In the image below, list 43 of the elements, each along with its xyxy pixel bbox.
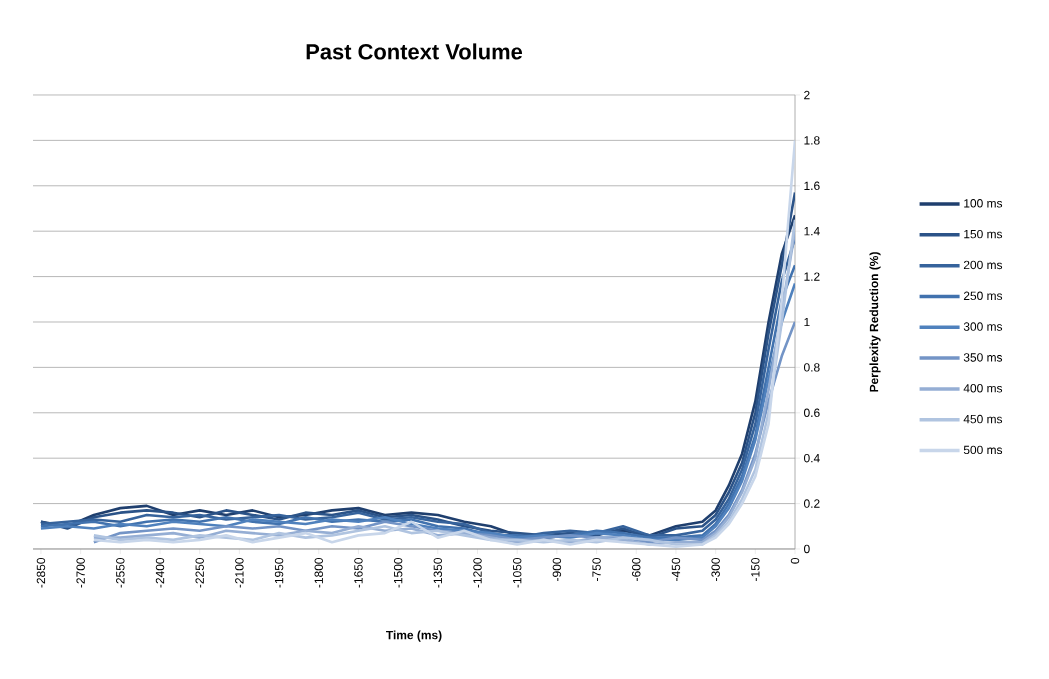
y-tick-label: 1.8 <box>804 136 820 145</box>
x-tick-label: -150 <box>751 557 760 581</box>
y-tick-label: 2 <box>804 90 810 100</box>
legend-label: 150 ms <box>964 229 1003 239</box>
x-tick-label: -750 <box>592 557 601 581</box>
legend-label: 200 ms <box>963 260 1003 270</box>
x-tick-label: -2400 <box>155 557 165 588</box>
x-tick-label: -300 <box>711 557 720 581</box>
x-tick-label: -1050 <box>512 557 522 588</box>
x-tick-label: -2700 <box>76 557 85 588</box>
x-tick-label: -2100 <box>235 557 244 588</box>
x-axis-title: Time (ms) <box>386 630 442 642</box>
legend-label: 350 ms <box>963 353 1003 362</box>
x-tick-label: -600 <box>632 557 641 581</box>
x-tick-label: -2550 <box>116 557 125 588</box>
chart-title: Past Context Volume <box>306 43 523 60</box>
x-tick-label: -900 <box>552 557 562 581</box>
legend-label: 100 ms <box>964 199 1003 208</box>
y-tick-label: 1.4 <box>804 227 820 236</box>
y-axis-title: Perplexity Reduction (%) <box>869 252 881 392</box>
y-tick-label: 0.4 <box>804 453 820 463</box>
x-tick-label: -1650 <box>354 557 363 588</box>
y-tick-label: 0 <box>804 544 810 554</box>
y-tick-label: 1.6 <box>804 181 820 191</box>
x-tick-label: -1200 <box>473 557 482 588</box>
y-tick-label: 1 <box>804 317 810 327</box>
x-tick-label: -1950 <box>274 557 284 588</box>
x-tick-label: 0 <box>790 557 800 564</box>
x-tick-label: -1800 <box>314 557 323 588</box>
x-tick-label: -2850 <box>36 557 46 588</box>
x-tick-label: -1500 <box>393 557 403 588</box>
y-tick-label: 0.2 <box>804 499 820 508</box>
legend-label: 250 ms <box>963 291 1003 300</box>
legend-label: 450 ms <box>963 414 1003 424</box>
x-tick-label: -450 <box>671 557 681 581</box>
legend-label: 400 ms <box>963 384 1003 393</box>
x-tick-label: -2250 <box>195 557 204 588</box>
x-tick-label: -1350 <box>433 557 443 588</box>
y-tick-label: 0.6 <box>804 408 820 418</box>
y-tick-label: 0.8 <box>804 363 820 372</box>
legend-label: 300 ms <box>963 322 1003 331</box>
legend-label: 500 ms <box>963 445 1003 455</box>
y-tick-label: 1.2 <box>804 272 820 281</box>
